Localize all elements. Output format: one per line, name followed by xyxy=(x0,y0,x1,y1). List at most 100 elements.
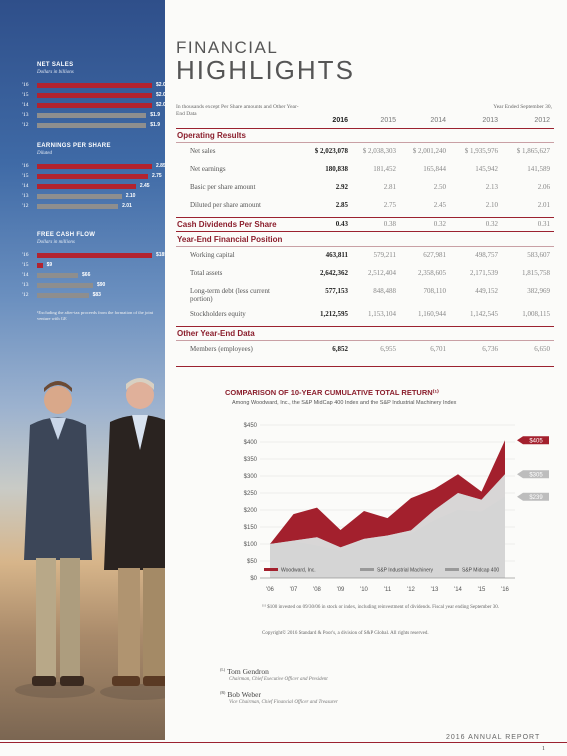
sidebar-bar-value: 2.85 xyxy=(156,163,165,169)
total-return-chart: $0 $50 $100 $150 $200 $250 $300 $350 $400 $450 '06… xyxy=(244,423,549,593)
table-cell: 145,942 xyxy=(475,165,498,173)
section-title: Year-End Financial Position xyxy=(177,235,283,244)
table-cell: 498,757 xyxy=(475,251,498,259)
table-cell: 0.31 xyxy=(537,220,550,228)
y-tick-label: $350 xyxy=(244,457,258,463)
table-cell: $ 1,865,627 xyxy=(516,147,550,155)
sidebar-bar-year: '15 xyxy=(22,173,29,179)
table-cell: 463,811 xyxy=(325,251,348,259)
table-cell: 2.01 xyxy=(537,201,550,209)
sidebar-bar-year: '16 xyxy=(22,163,29,169)
row-label: Basic per share amount xyxy=(190,183,256,191)
section-rule xyxy=(176,231,554,232)
person-name: (L) Tom Gendron xyxy=(220,667,269,676)
y-tick-label: $100 xyxy=(244,542,258,548)
sidebar-bar-year: '13 xyxy=(22,193,29,199)
table-cell: 2,642,362 xyxy=(320,269,348,277)
x-tick-label: '13 xyxy=(431,587,439,593)
person-name-text: Tom Gendron xyxy=(227,667,269,676)
table-cell: $ 1,935,976 xyxy=(464,147,498,155)
section-rule xyxy=(176,366,554,367)
section-rule xyxy=(176,326,554,327)
header-rule xyxy=(176,128,554,129)
x-tick-label: '10 xyxy=(360,587,368,593)
series-end-tag xyxy=(517,436,549,445)
row-label: Net sales xyxy=(190,147,216,155)
table-cell: 449,152 xyxy=(475,287,498,295)
person-left xyxy=(24,381,92,686)
sidebar-bar-value: $66 xyxy=(82,272,91,278)
sidebar-bar-year: '14 xyxy=(22,272,29,278)
page-title-small: FINANCIAL xyxy=(176,38,279,57)
person-marker: (L) xyxy=(220,667,226,672)
sidebar-bar xyxy=(37,283,93,288)
sidebar-bar-year: '12 xyxy=(22,203,29,209)
page-title: HIGHLIGHTS xyxy=(176,55,355,85)
sidebar-bar-row: '14 $66 xyxy=(22,272,162,279)
sidebar-bar-row: '16 2.85 xyxy=(22,163,165,170)
x-tick-label: '09 xyxy=(337,587,345,593)
x-tick-label: '07 xyxy=(290,587,298,593)
sidebar-bar-year: '12 xyxy=(22,292,29,298)
section-rule xyxy=(176,142,554,143)
sidebar-bar-value: $1.9 xyxy=(150,122,160,128)
sidebar-bar-value: 2.10 xyxy=(125,193,136,199)
sidebar-section-subtitle: Dollars in billions xyxy=(37,70,74,75)
sidebar-bar-value: 2.75 xyxy=(151,173,162,179)
legend-swatch xyxy=(360,568,374,571)
sidebar-bar-value: $90 xyxy=(96,282,106,288)
table-cell: 2.75 xyxy=(383,201,396,209)
table-cell: 2,358,605 xyxy=(418,269,446,277)
sidebar-bar xyxy=(37,263,43,268)
chart-title: COMPARISON OF 10-YEAR CUMULATIVE TOTAL R… xyxy=(225,388,439,397)
sidebar-bar xyxy=(37,273,79,278)
table-cell: 0.32 xyxy=(433,220,446,228)
row-label: Members (employees) xyxy=(190,345,253,353)
table-cell: 180,838 xyxy=(325,165,348,173)
year-header: 2016 xyxy=(332,117,348,124)
table-cell: 382,969 xyxy=(527,287,550,295)
y-tick-label: $450 xyxy=(244,423,258,429)
sidebar-bar-year: '14 xyxy=(22,183,29,189)
sidebar-bar-row: '15 $9 xyxy=(22,262,162,269)
series-end-tag xyxy=(517,470,549,479)
table-cell: 6,650 xyxy=(534,345,550,353)
person-name: (R) Bob Weber xyxy=(220,690,261,699)
section-title: Cash Dividends Per Share xyxy=(177,220,277,229)
y-tick-label: $400 xyxy=(244,440,258,446)
table-cell: 2,171,539 xyxy=(470,269,498,277)
table-cell: 1,815,758 xyxy=(522,269,550,277)
executives-photo xyxy=(15,378,165,700)
y-tick-label: $50 xyxy=(247,559,258,565)
x-tick-label: '15 xyxy=(478,587,486,593)
table-cell: 6,852 xyxy=(332,345,348,353)
table-cell: $ 2,023,078 xyxy=(314,147,348,155)
table-cell: 2.92 xyxy=(335,183,348,191)
table-cell: 0.38 xyxy=(383,220,396,228)
sidebar-bar-row: '14 2.45 xyxy=(22,183,162,190)
y-tick-label: $0 xyxy=(250,576,257,582)
table-cell: 1,008,115 xyxy=(522,310,550,318)
year-header: 2012 xyxy=(534,117,550,124)
sidebar-footnote: ¹Excluding the after-tax proceeds from t… xyxy=(37,310,154,321)
row-label: Stockholders equity xyxy=(190,310,246,318)
sidebar-bar-value: 2.45 xyxy=(139,183,150,189)
sidebar-bar xyxy=(37,93,152,98)
sidebar-bar-year: '12 xyxy=(22,122,29,128)
table-cell: 2.50 xyxy=(433,183,446,191)
series-overlay-area xyxy=(270,474,505,578)
sidebar-bar xyxy=(37,113,147,118)
person-title: Vice Chairman, Chief Financial Officer a… xyxy=(229,700,338,705)
table-cell: 627,981 xyxy=(423,251,446,259)
table-cell: 1,153,104 xyxy=(368,310,396,318)
copyright-note: Copyright© 2016 Standard & Poor's, a div… xyxy=(262,631,429,636)
table-cell: 0.32 xyxy=(485,220,498,228)
sidebar-bar-row: '15 $2.0 xyxy=(22,92,165,99)
table-cell: 579,211 xyxy=(373,251,397,259)
sidebar-bar xyxy=(37,103,152,108)
sidebar-bar-year: '13 xyxy=(22,282,29,288)
person-title: Chairman, Chief Executive Officer and Pr… xyxy=(229,677,328,682)
series-end-label: $305 xyxy=(529,473,543,479)
year-header: 2013 xyxy=(482,117,498,124)
table-cell: 165,844 xyxy=(423,165,446,173)
